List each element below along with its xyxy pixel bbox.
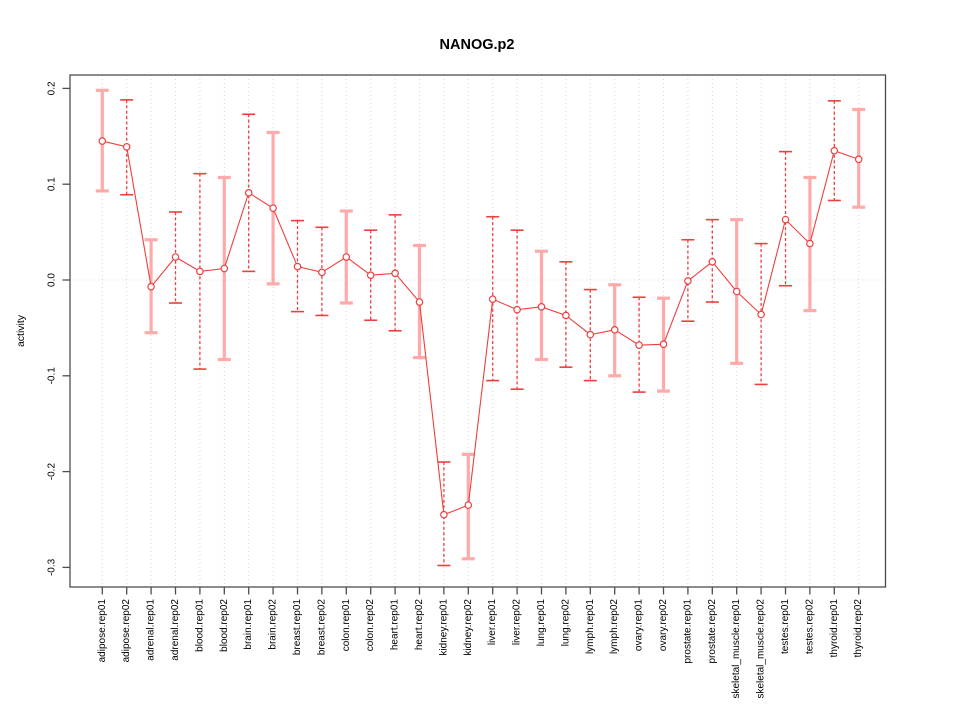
data-point <box>659 340 668 348</box>
x-tick-label: adipose.rep01 <box>97 599 108 663</box>
data-point <box>562 311 570 320</box>
x-tick-label: liver.rep02 <box>512 599 523 646</box>
y-tick-label: -0.1 <box>47 367 58 385</box>
data-point <box>830 146 839 155</box>
data-point <box>269 204 277 212</box>
grid-layer <box>70 75 886 587</box>
error-bar <box>437 461 451 567</box>
data-point <box>513 305 521 314</box>
data-point <box>708 257 717 266</box>
x-tick-label: adrenal.rep02 <box>170 599 181 661</box>
x-tick-label: testes.rep01 <box>780 599 791 654</box>
x-tick-label: heart.rep01 <box>390 599 401 651</box>
x-tick-label: skeletal_muscle.rep02 <box>756 599 767 699</box>
data-point <box>293 262 302 271</box>
x-tick-label: brain.rep01 <box>243 599 254 650</box>
y-axis-title: activity <box>15 314 27 347</box>
x-tick-label: kidney.rep01 <box>438 599 449 656</box>
data-point <box>147 282 155 291</box>
data-point <box>854 155 863 164</box>
x-tick-label: lung.rep01 <box>536 599 547 647</box>
data-point <box>537 303 546 311</box>
data-point <box>464 501 473 509</box>
x-tick-label: skeletal_muscle.rep01 <box>731 599 742 699</box>
error-bar <box>510 229 524 391</box>
data-point <box>610 326 619 334</box>
data-point <box>757 310 765 319</box>
data-point <box>586 330 595 339</box>
data-point <box>196 267 204 276</box>
series-line <box>102 140 859 516</box>
data-layer <box>95 88 866 567</box>
x-tick-label: prostate.rep01 <box>682 599 693 664</box>
x-tick-label: colon.rep01 <box>341 599 352 652</box>
x-tick-label: heart.rep02 <box>414 599 425 651</box>
x-tick-label: kidney.rep02 <box>463 599 474 656</box>
data-point <box>98 137 107 145</box>
data-point <box>732 287 741 296</box>
error-bar <box>559 260 573 368</box>
x-tick-label: blood.rep02 <box>219 599 230 652</box>
data-point <box>122 143 131 151</box>
data-point <box>488 295 497 303</box>
data-point <box>220 264 229 273</box>
x-tick-label: ovary.rep02 <box>658 599 669 652</box>
data-point <box>244 189 253 197</box>
x-tick-label: lymph.rep01 <box>585 599 596 654</box>
x-tick-label: breast.rep01 <box>292 599 303 656</box>
x-tick-label: prostate.rep02 <box>707 599 718 664</box>
error-bar <box>388 214 402 332</box>
data-point <box>415 298 424 306</box>
data-point <box>366 271 375 280</box>
axes-layer: 0.2 0.1 0.0 -0.1 -0.2 -0.3 adipose.rep01 adipos… <box>47 74 887 699</box>
data-point <box>806 239 814 248</box>
x-tick-label: thyroid.rep01 <box>829 599 840 658</box>
error-bar <box>632 296 646 393</box>
x-tick-label: liver.rep01 <box>487 599 498 646</box>
x-tick-label: lung.rep02 <box>560 599 571 647</box>
data-point <box>171 253 180 261</box>
y-tick-label: 0.2 <box>47 81 58 95</box>
y-tick-label: -0.2 <box>47 463 58 481</box>
x-tick-label: ovary.rep01 <box>634 599 645 652</box>
y-tick-label: -0.3 <box>47 558 58 576</box>
x-tick-label: blood.rep01 <box>194 599 205 652</box>
x-tick-label: brain.rep02 <box>268 599 279 650</box>
data-point <box>684 277 692 285</box>
data-point <box>440 510 448 519</box>
x-tick-label: testes.rep02 <box>804 599 815 654</box>
data-point <box>635 341 643 349</box>
data-point <box>318 268 326 277</box>
x-tick-label: breast.rep02 <box>316 599 327 656</box>
x-tick-label: thyroid.rep02 <box>853 599 864 658</box>
data-point <box>781 215 790 224</box>
y-tick-label: 0.1 <box>47 177 58 191</box>
plot-box <box>69 74 887 588</box>
x-tick-label: adipose.rep02 <box>121 599 132 663</box>
y-tick-label: 0.0 <box>47 273 58 287</box>
error-bar <box>705 218 719 303</box>
data-point <box>391 269 399 278</box>
data-point <box>342 253 351 261</box>
x-tick-label: lymph.rep02 <box>609 599 620 654</box>
error-bar <box>120 99 134 196</box>
x-tick-label: adrenal.rep01 <box>146 599 157 661</box>
chart-title: NANOG.p2 <box>440 37 515 53</box>
x-tick-label: colon.rep02 <box>365 599 376 652</box>
